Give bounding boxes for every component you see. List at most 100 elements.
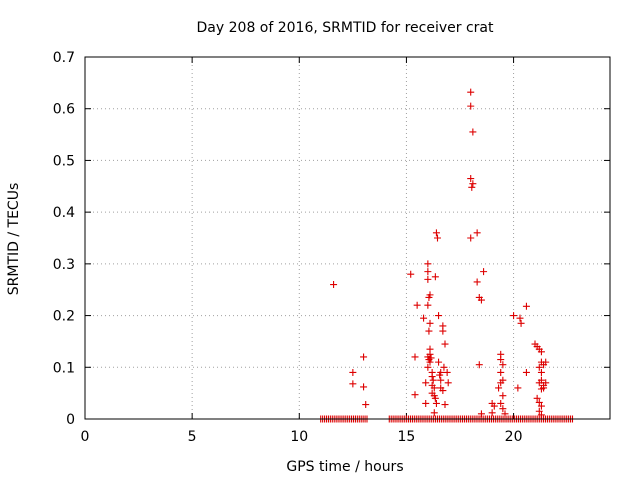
data-point (349, 368, 357, 376)
chart-title: Day 208 of 2016, SRMTID for receiver cra… (197, 20, 494, 36)
data-point (477, 410, 485, 418)
x-tick-label: 20 (505, 429, 523, 445)
data-point (537, 368, 545, 376)
data-point (468, 183, 476, 191)
y-tick-label: 0.3 (53, 257, 75, 273)
data-point (437, 376, 445, 384)
data-point (497, 368, 505, 376)
data-point (537, 402, 545, 410)
data-point (540, 384, 548, 392)
data-point (443, 368, 451, 376)
data-point (431, 273, 439, 281)
data-point (422, 399, 430, 407)
data-point (522, 302, 530, 310)
data-point (428, 373, 436, 381)
data-point (501, 410, 509, 418)
data-point (422, 379, 430, 387)
data-point (424, 363, 432, 371)
plot-frame (84, 56, 611, 420)
data-point (535, 363, 543, 371)
x-tick-label: 10 (290, 429, 308, 445)
x-axis-label: GPS time / hours (286, 459, 403, 475)
y-tick-label: 0.6 (53, 102, 75, 118)
data-point (444, 379, 452, 387)
data-point (411, 391, 419, 399)
data-point (533, 394, 541, 402)
axis-ticks (84, 56, 610, 420)
data-point (522, 368, 530, 376)
data-point (473, 278, 481, 286)
data-point (497, 356, 505, 364)
data-point (467, 88, 475, 96)
data-point (475, 361, 483, 369)
data-point (537, 348, 545, 356)
data-point (499, 392, 507, 400)
data-point (535, 407, 543, 415)
data-point (435, 312, 443, 320)
data-point (440, 363, 448, 371)
y-tick-label: 0.4 (53, 205, 75, 221)
data-point (495, 384, 503, 392)
x-tick-label: 15 (398, 429, 416, 445)
data-point (425, 293, 433, 301)
data-point (516, 314, 524, 322)
data-point (517, 319, 525, 327)
data-point (477, 296, 485, 304)
data-point (514, 384, 522, 392)
data-point (427, 354, 435, 362)
data-point (360, 353, 368, 361)
data-point (469, 180, 477, 188)
data-point (426, 358, 434, 366)
data-point (430, 384, 438, 392)
data-point (469, 128, 477, 136)
data-point (497, 399, 505, 407)
data-point (407, 270, 415, 278)
data-point (499, 361, 507, 369)
data-point (473, 229, 481, 237)
data-point (542, 358, 550, 366)
y-tick-label: 0 (66, 412, 75, 428)
y-tick-label: 0.1 (53, 360, 75, 376)
data-point (467, 234, 475, 242)
data-point (439, 322, 447, 330)
data-point (480, 268, 488, 276)
data-point (441, 340, 449, 348)
data-point (467, 175, 475, 183)
data-point (497, 379, 505, 387)
data-point (424, 275, 432, 283)
data-point (362, 401, 370, 409)
y-tick-label: 0.5 (53, 153, 75, 169)
x-tick-label: 5 (188, 429, 197, 445)
data-point (432, 399, 440, 407)
tick-labels: 0 0.1 0.2 0.3 0.4 0.5 0.6 0.7 0 5 10 15 20 (53, 50, 523, 445)
data-point (431, 394, 439, 402)
data-point (424, 268, 432, 276)
data-point (360, 383, 368, 391)
data-point (436, 371, 444, 379)
grid-lines (85, 57, 610, 419)
data-point (488, 409, 496, 417)
data-point (424, 260, 432, 268)
data-point (542, 379, 550, 387)
data-point (435, 358, 443, 366)
y-tick-label: 0.2 (53, 309, 75, 325)
data-point (441, 401, 449, 409)
data-point (349, 380, 357, 388)
data-point (330, 281, 338, 289)
data-point (424, 301, 432, 309)
data-point (425, 327, 433, 335)
data-point (411, 353, 419, 361)
data-point (430, 409, 438, 417)
data-point (420, 314, 428, 322)
data-point (432, 229, 440, 237)
data-point (535, 398, 543, 406)
data-point (439, 387, 447, 395)
data-point (467, 102, 475, 110)
data-point (426, 319, 434, 327)
data-point (413, 301, 421, 309)
data-point (429, 376, 437, 384)
data-points (330, 88, 550, 419)
data-point (537, 411, 545, 419)
data-point (434, 234, 441, 242)
